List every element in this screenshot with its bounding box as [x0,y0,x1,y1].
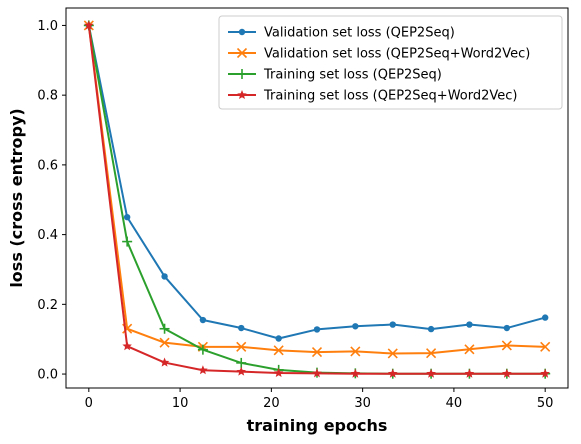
data-point [273,368,284,378]
data-point [388,368,398,378]
x-tick-labels: 0 10 20 30 40 50 [85,388,554,411]
data-point [84,20,94,30]
legend-box [218,15,563,110]
data-point [501,340,512,351]
data-point [389,321,396,328]
y-axis-label: loss (cross entropy) [7,108,26,287]
legend: Validation set loss (QEP2Seq) Validation … [218,15,563,110]
x-tick-label: 50 [537,396,554,411]
legend-label: Validation set loss (QEP2Seq+Word2Vec) [264,47,530,62]
data-point [198,365,208,375]
x-tick-label: 20 [263,396,280,411]
y-tick-label: 0.6 [37,158,58,173]
data-point [273,345,284,356]
data-point [313,326,321,333]
series-layer [83,20,551,379]
data-point [311,347,323,358]
data-point [540,341,551,352]
data-point [159,323,170,334]
y-tick-label: 0.0 [37,368,58,383]
data-point [426,368,436,378]
legend-label: Training set loss (QEP2Seq+Word2Vec) [263,89,517,104]
x-tick-label: 30 [354,396,371,411]
data-point [122,236,133,247]
data-point [541,314,549,321]
data-point [540,368,550,378]
series-4 [84,20,550,378]
data-point [387,348,398,359]
data-point [159,357,170,367]
legend-entry: Validation set loss (QEP2Seq+Word2Vec) [228,47,530,62]
legend-entry: Training set loss (QEP2Seq) [228,68,442,83]
data-point [350,368,361,378]
data-point [352,323,359,330]
legend-entry: Validation set loss (QEP2Seq) [228,26,455,41]
data-point [503,324,511,332]
legend-entry: Training set loss (QEP2Seq+Word2Vec) [228,89,517,104]
data-point [238,324,245,332]
y-tick-labels: 0.0 0.2 0.4 0.6 0.8 1.0 [37,19,66,383]
y-tick-label: 1.0 [37,19,58,34]
x-axis-label: training epochs [247,416,388,435]
y-tick-label: 0.2 [37,298,58,313]
legend-label: Training set loss (QEP2Seq) [263,68,442,83]
data-point [236,366,246,376]
legend-marker [237,90,247,100]
data-point [312,368,322,378]
legend-marker [237,69,247,79]
data-point [427,325,435,333]
legend-marker [238,28,246,36]
data-point [197,344,208,355]
y-tick-label: 0.8 [37,89,58,104]
y-tick-label: 0.4 [37,228,58,243]
data-point [123,213,131,221]
data-point [350,346,361,357]
data-point [502,368,512,378]
data-point [122,341,132,351]
data-point [199,316,207,324]
data-point [275,335,282,342]
data-point [236,341,247,352]
data-point [426,348,437,359]
data-point [159,337,170,348]
data-point [466,321,473,328]
x-tick-label: 10 [172,396,189,411]
data-point [464,368,475,378]
x-tick-label: 0 [85,396,93,411]
plot-frame [65,7,569,389]
legend-marker [236,47,248,59]
x-tick-label: 40 [446,396,463,411]
data-point [464,344,475,355]
data-point [161,273,168,280]
legend-label: Validation set loss (QEP2Seq) [264,26,455,41]
data-point [236,357,247,368]
